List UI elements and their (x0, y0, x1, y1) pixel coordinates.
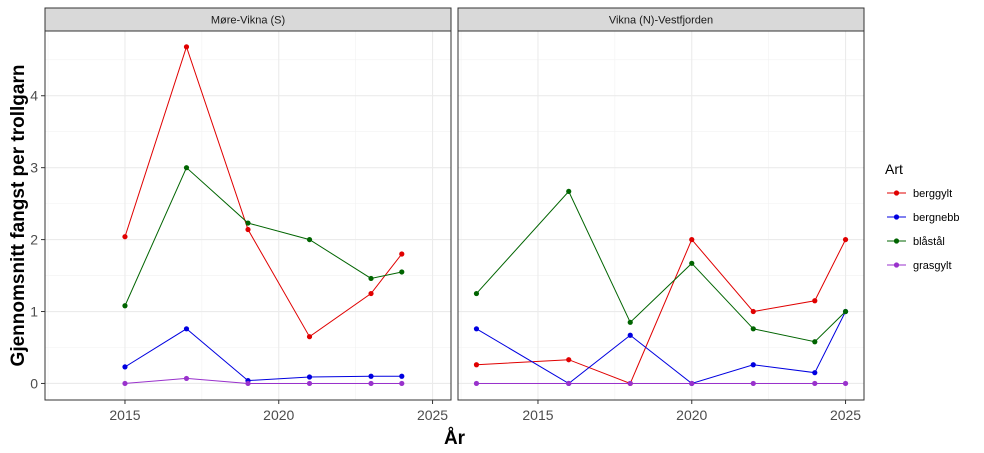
panel-1-series-bl-st-l-point (245, 220, 251, 226)
panel-2-series-grasgylt-point (812, 380, 818, 387)
panel-1-series-bl-st-l-point (183, 165, 190, 171)
panel-2-series-bl-st-l-point (689, 260, 695, 266)
panel-2-x-tick-label: 2015 (522, 407, 553, 423)
panel-2-series-bergnebb-point (812, 370, 818, 376)
legend-key-point-berggylt (893, 190, 900, 196)
panel-2-series-grasgylt-point (627, 380, 633, 387)
panel-1-series-grasgylt-point (183, 375, 190, 382)
y-tick-label: 2 (30, 232, 38, 248)
panel-1-series-berggylt-point (122, 234, 128, 240)
panel-2-series-berggylt-point (689, 236, 695, 243)
panel-1-series-grasgylt-point (122, 380, 128, 387)
y-tick-label: 1 (30, 304, 38, 320)
panel-2-series-bergnebb-point (627, 332, 633, 338)
panel-2-series-grasgylt-point (566, 380, 572, 387)
panel-1-series-bergnebb-point (399, 373, 405, 379)
panel-1-series-bl-st-l-point (368, 275, 374, 282)
panel-2-series-bergnebb-point (750, 362, 756, 368)
legend-key-point-bl-st-l (893, 238, 900, 244)
panel-2-series-berggylt-point (750, 308, 756, 315)
panel-1-series-berggylt-point (245, 226, 251, 233)
panel-2-series-bl-st-l-point (812, 339, 818, 345)
panel-1-series-grasgylt-line (124, 377, 402, 384)
panel-2-series-bl-st-l-point (627, 319, 633, 325)
panel-1-series-berggylt-point (183, 44, 190, 50)
panel-1-series-bergnebb-point (122, 364, 128, 370)
panel-1-series-bl-st-l-point (399, 269, 405, 275)
panel-2-series-bl-st-l-point (473, 290, 480, 297)
legend-title: Art (885, 161, 903, 177)
panel-2-series-grasgylt-point (473, 380, 480, 387)
y-tick-label: 3 (30, 160, 38, 176)
panel-2-background (458, 31, 864, 400)
legend-key-point-grasgylt (893, 262, 900, 268)
panel-1-series-bl-st-l-line (124, 166, 402, 306)
panel-2-border (457, 30, 865, 401)
panel-1-series-bl-st-l-point (306, 236, 313, 243)
panel-1-x-tick-label: 2025 (417, 407, 448, 423)
panel-2-x-tick-label: 2020 (676, 407, 707, 423)
panel-1-series-grasgylt-point (306, 380, 313, 387)
legend-label-bl-st-l: blåstål (913, 236, 945, 248)
x-axis-title: År (444, 428, 466, 449)
y-tick-label: 4 (30, 88, 38, 104)
panel-1-strip-label: Møre-Vikna (S) (211, 15, 285, 27)
panel-2-series-berggylt-point (566, 357, 572, 363)
legend-label-bergnebb: bergnebb (913, 212, 960, 224)
panel-1-border (44, 30, 452, 401)
panel-2-series-bergnebb-point (473, 326, 480, 332)
panel-1-series-berggylt-line (124, 45, 403, 338)
panel-1-series-grasgylt-point (245, 380, 251, 387)
panel-1-series-bergnebb-point (368, 373, 374, 379)
panel-2-strip-label: Vikna (N)-Vestfjorden (609, 15, 713, 27)
panel-1-series-bergnebb-point (306, 374, 313, 380)
panel-2-series-berggylt-point (473, 362, 480, 368)
panel-1-series-grasgylt-point (399, 380, 405, 387)
panel-1-x-tick-label: 2020 (263, 407, 294, 423)
panel-2-series-grasgylt-point (689, 380, 695, 387)
panel-1-series-bl-st-l-point (122, 303, 128, 309)
panel-2-series-berggylt-point (842, 236, 849, 243)
panel-1-series-bergnebb-point (183, 326, 190, 332)
y-axis-title: Gjennomsnitt fangst per trollgarn (8, 65, 29, 367)
panel-2-x-tick-label: 2025 (830, 407, 861, 423)
panel-2-series-bl-st-l-point (842, 308, 849, 315)
panel-1-series-bergnebb-line (124, 328, 402, 382)
legend-key-point-bergnebb (893, 214, 900, 220)
panel-1-series-berggylt-point (368, 290, 374, 297)
panel-2-series-bl-st-l-point (750, 326, 756, 332)
panel-1-series-grasgylt-point (368, 380, 374, 387)
panel-2-series-bl-st-l-point (566, 188, 572, 195)
panel-1-series-berggylt-point (399, 251, 405, 257)
panel-2-series-grasgylt-point (750, 380, 756, 387)
panel-1-series-berggylt-point (306, 334, 313, 340)
y-tick-label: 0 (30, 375, 38, 391)
panel-1-x-tick-label: 2015 (109, 407, 140, 423)
panel-2-series-grasgylt-point (842, 380, 849, 387)
panel-2-series-berggylt-point (812, 298, 818, 304)
legend-label-grasgylt: grasgylt (913, 260, 952, 272)
panel-1-background (45, 31, 451, 400)
legend-label-berggylt: berggylt (913, 188, 952, 200)
